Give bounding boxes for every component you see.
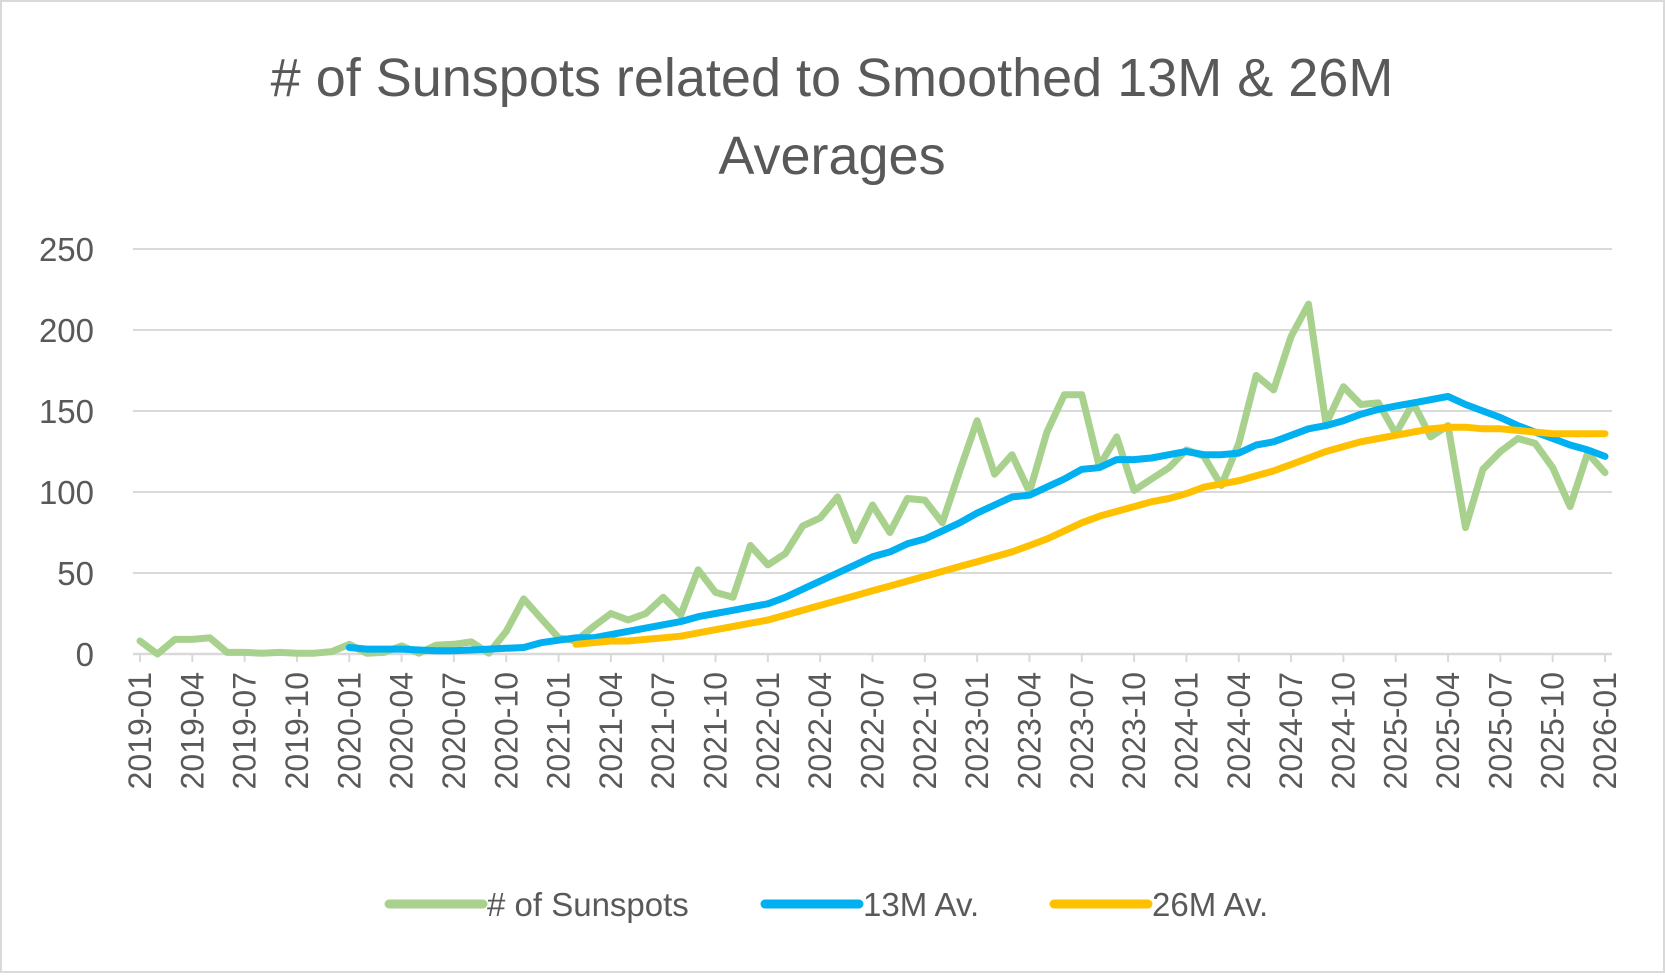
y-tick-label: 150 [39, 393, 94, 430]
chart-title-line-2: Averages [718, 126, 945, 186]
x-tick-label: 2019-01 [122, 672, 158, 789]
x-axis-tick-labels: 2019-01 2019-04 2019-07 2019-10 2020-01 2020-… [122, 654, 1623, 789]
x-tick-label: 2019-10 [279, 672, 315, 789]
x-tick-label: 2023-07 [1064, 672, 1100, 789]
x-tick-label: 2020-01 [331, 672, 367, 789]
x-tick-label: 2021-01 [541, 672, 577, 789]
y-tick-label: 0 [76, 636, 94, 673]
x-tick-label: 2022-07 [855, 672, 891, 789]
y-axis-tick-labels: 0 50 100 150 200 250 [39, 231, 94, 673]
x-tick-label: 2024-01 [1168, 672, 1204, 789]
chart-title-line-1: # of Sunspots related to Smoothed 13M & … [271, 48, 1394, 108]
y-tick-label: 100 [39, 474, 94, 511]
x-tick-label: 2020-04 [384, 672, 420, 789]
x-tick-label: 2020-10 [488, 672, 524, 789]
series-lines [136, 300, 1609, 658]
y-tick-label: 250 [39, 231, 94, 268]
legend-label: 26M Av. [1152, 886, 1268, 923]
x-tick-label: 2025-04 [1430, 672, 1466, 789]
series-line-13m-av [345, 392, 1609, 655]
x-tick-label: 2025-01 [1378, 672, 1414, 789]
legend: # of Sunspots 13M Av. 26M Av. [384, 886, 1268, 923]
legend-label: 13M Av. [863, 886, 979, 923]
series-line-26m-av [572, 423, 1609, 648]
x-tick-label: 2019-04 [174, 672, 210, 789]
legend-label: # of Sunspots [487, 886, 689, 923]
x-tick-label: 2023-04 [1011, 672, 1047, 789]
x-tick-label: 2026-01 [1587, 672, 1623, 789]
x-tick-label: 2024-04 [1221, 672, 1257, 789]
y-tick-label: 200 [39, 312, 94, 349]
x-tick-label: 2023-01 [959, 672, 995, 789]
x-tick-label: 2025-07 [1482, 672, 1518, 789]
x-tick-label: 2022-04 [802, 672, 838, 789]
x-tick-label: 2025-10 [1535, 672, 1571, 789]
x-tick-label: 2023-10 [1116, 672, 1152, 789]
x-tick-label: 2021-07 [645, 672, 681, 789]
x-tick-label: 2024-07 [1273, 672, 1309, 789]
x-tick-label: 2022-10 [907, 672, 943, 789]
x-tick-label: 2019-07 [227, 672, 263, 789]
x-tick-label: 2022-01 [750, 672, 786, 789]
x-tick-label: 2024-10 [1325, 672, 1361, 789]
x-tick-label: 2021-04 [593, 672, 629, 789]
y-tick-label: 50 [57, 555, 94, 592]
x-tick-label: 2020-07 [436, 672, 472, 789]
x-tick-label: 2021-10 [698, 672, 734, 789]
